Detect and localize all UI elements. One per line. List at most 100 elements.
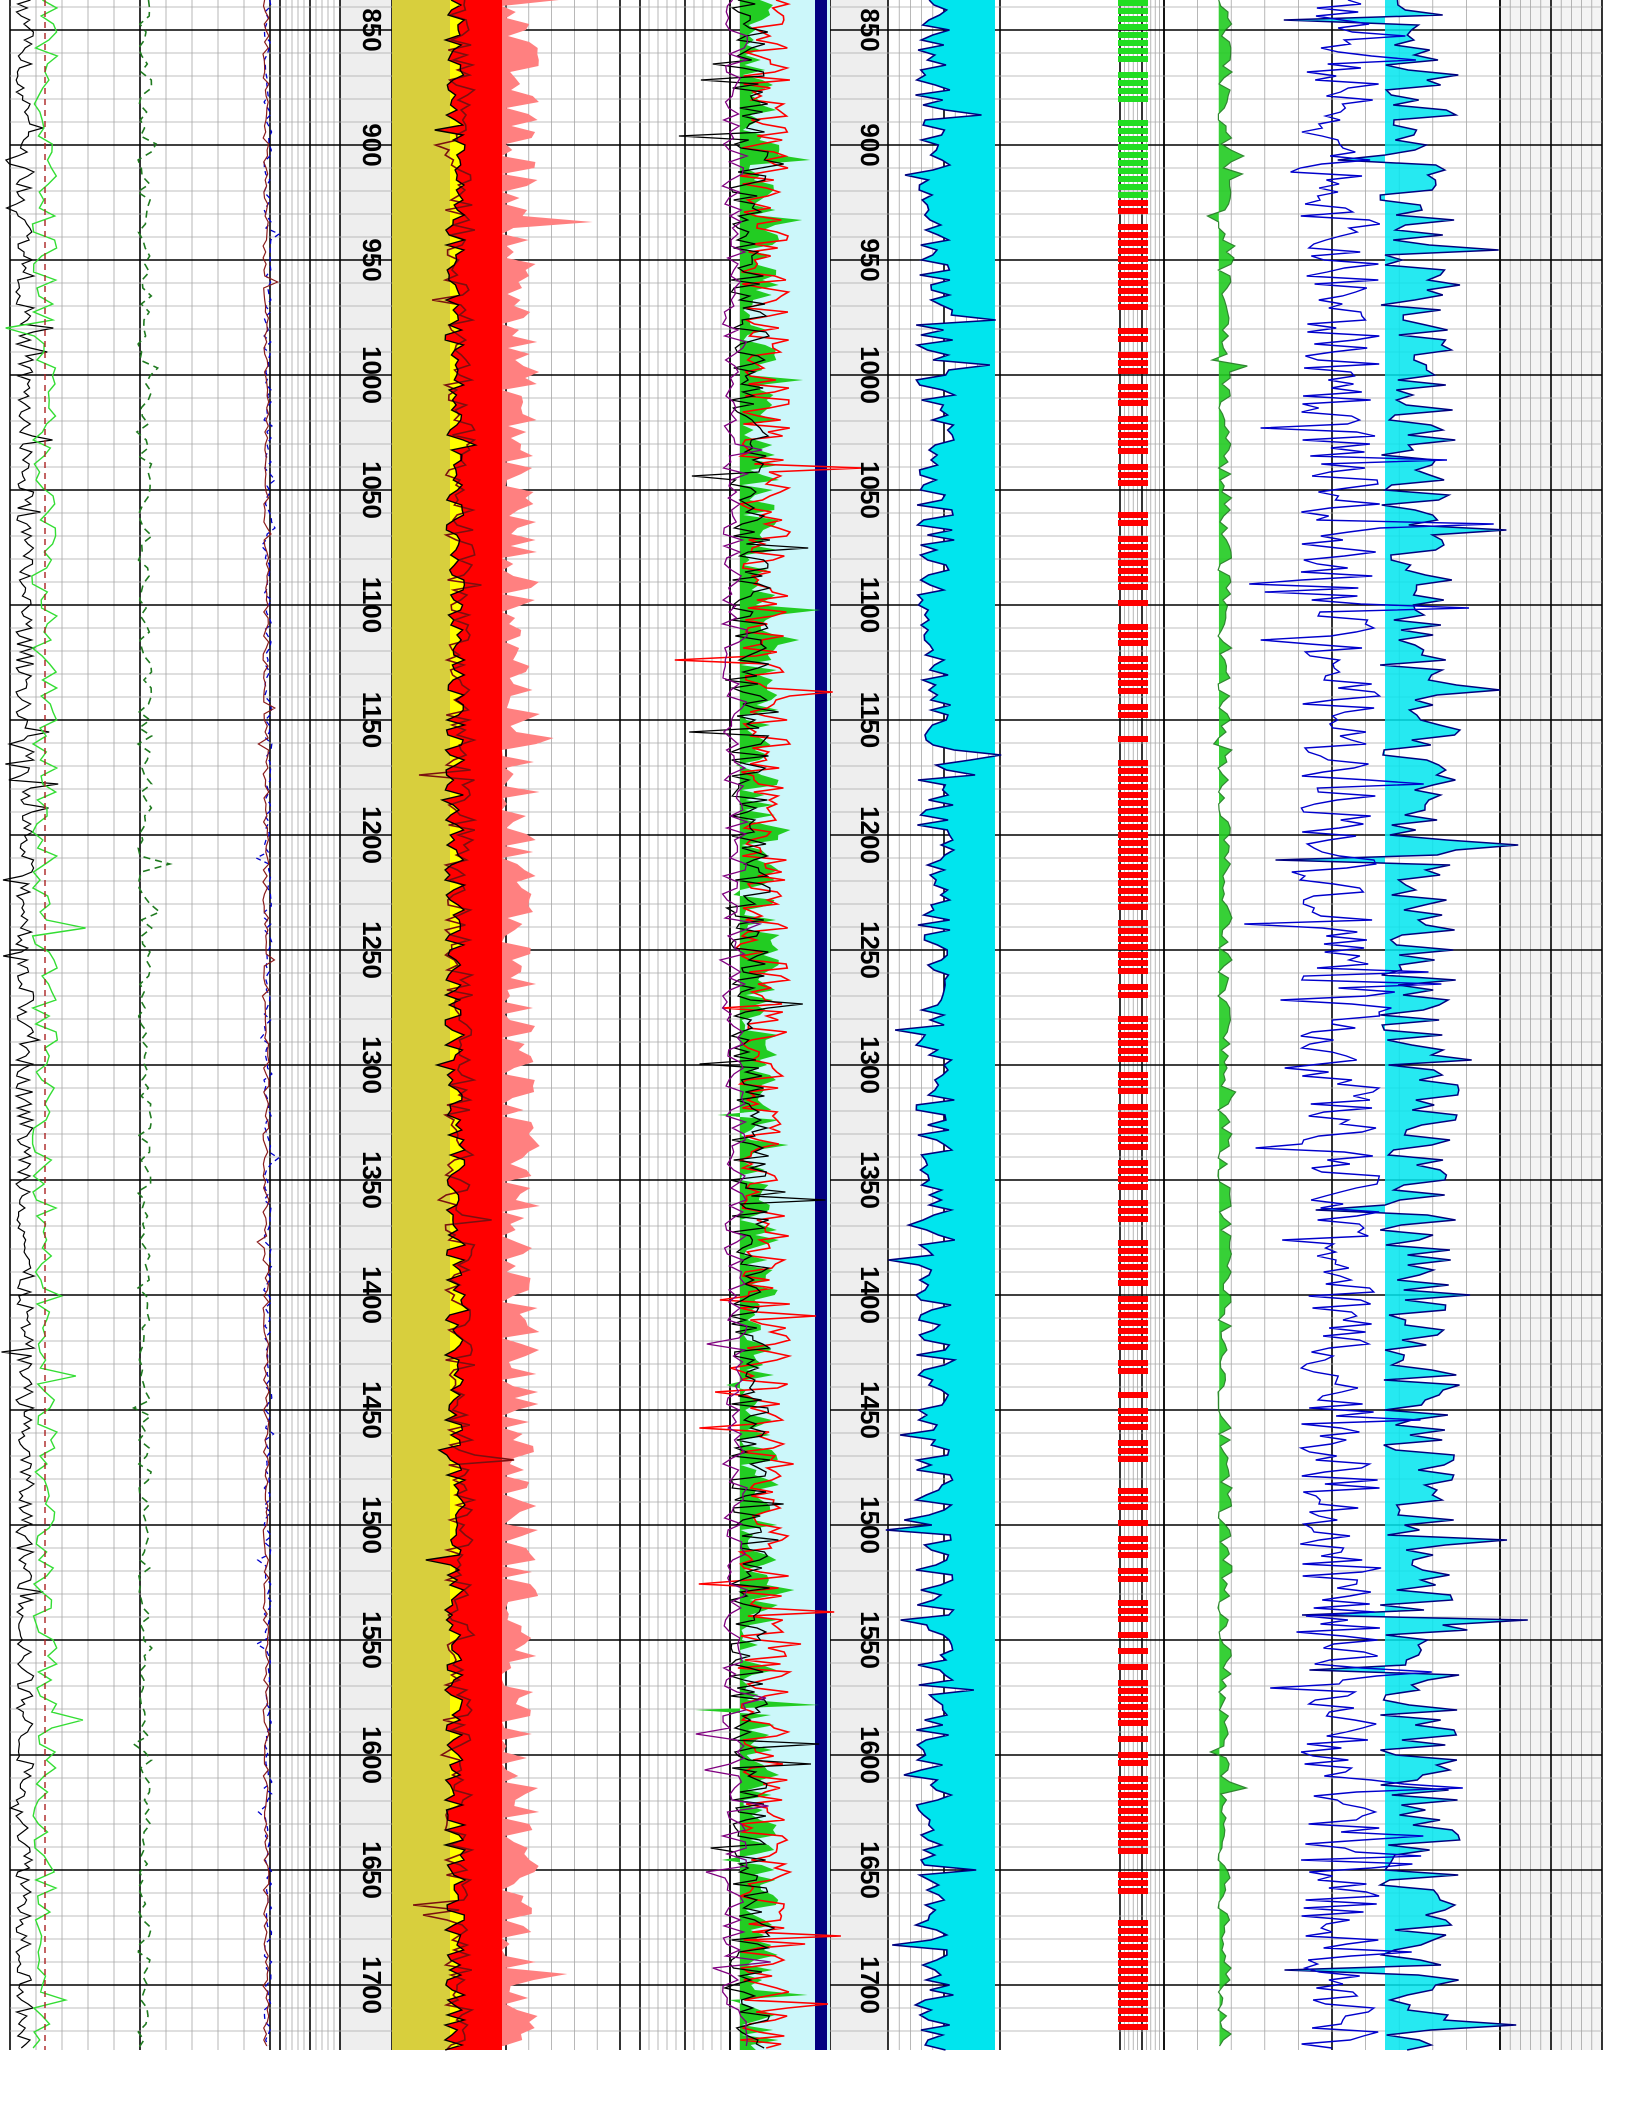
pay-flag [1118, 832, 1148, 838]
pay-flag [1118, 800, 1148, 806]
pay-flag [1118, 160, 1148, 166]
pay-flag [1118, 808, 1148, 814]
pay-flag [1118, 248, 1148, 254]
pay-flag [1118, 40, 1148, 46]
sw-red-curve [674, 0, 863, 2049]
pay-flag [1118, 1168, 1148, 1174]
pay-flag [1118, 24, 1148, 30]
caliper-curve [5, 0, 86, 2049]
sw-black-curve [678, 0, 826, 2049]
pay-flag [1118, 1664, 1148, 1670]
pay-flag [1118, 1544, 1148, 1550]
porosity-purple-curve [695, 0, 771, 2047]
saturation-navy-curve [1275, 0, 1528, 2051]
porosity-fill [502, 0, 593, 2046]
pay-flag [1118, 88, 1148, 94]
depth-column-2-tick-label: 850 [855, 8, 885, 51]
pay-flag [1118, 544, 1148, 550]
depth-column-1-tick-label: 1400 [357, 1266, 387, 1324]
pay-flag [1118, 464, 1148, 470]
depth-column-1-tick-label: 1200 [357, 806, 387, 864]
pay-flag [1118, 272, 1148, 278]
pay-flag [1118, 1696, 1148, 1702]
pay-flag [1118, 1120, 1148, 1126]
pay-flag [1118, 336, 1148, 342]
pay-flag [1118, 2016, 1148, 2022]
pay-flag [1118, 840, 1148, 846]
pay-flag [1118, 904, 1148, 910]
pay-flag [1118, 1752, 1148, 1758]
pay-flag [1118, 888, 1148, 894]
depth-column-2-tick-label: 1350 [855, 1151, 885, 1209]
pay-flag [1118, 1816, 1148, 1822]
pay-flag [1118, 584, 1148, 590]
depth-column-1-tick-label: 1650 [357, 1841, 387, 1899]
pay-flag [1118, 1504, 1148, 1510]
pay-flag [1118, 136, 1148, 142]
depth-column-1-tick-label: 1100 [357, 577, 387, 633]
pay-flag [1118, 432, 1148, 438]
depth-column-2-tick-label: 1700 [855, 1956, 885, 2014]
pay-flag [1118, 360, 1148, 366]
pay-flag [1118, 952, 1148, 958]
pay-flag [1118, 56, 1148, 62]
pay-flag [1118, 920, 1148, 926]
pay-flag [1118, 1424, 1148, 1430]
depth-column-2-tick-label: 1250 [855, 921, 885, 979]
depth-column-1-tick-label: 950 [357, 238, 387, 281]
depth-column-2-tick-label: 1500 [855, 1496, 885, 1554]
pay-flag [1118, 1936, 1148, 1942]
pay-flag [1118, 1944, 1148, 1950]
pay-flag [1118, 1832, 1148, 1838]
pay-flag [1118, 1968, 1148, 1974]
pay-flag [1118, 184, 1148, 190]
pay-flag [1118, 280, 1148, 286]
pay-flag [1118, 944, 1148, 950]
shale-fill [392, 0, 450, 2050]
pay-flag [1118, 1336, 1148, 1342]
pay-flag [1118, 1496, 1148, 1502]
pay-flag [1118, 1080, 1148, 1086]
pay-flag [1118, 240, 1148, 246]
pay-flag [1118, 1032, 1148, 1038]
pay-flag [1118, 736, 1148, 742]
depth-column-1-tick-label: 1350 [357, 1151, 387, 1209]
pay-flag [1118, 2008, 1148, 2014]
pay-flag [1118, 712, 1148, 718]
pay-flag [1118, 1848, 1148, 1854]
pay-flag [1118, 1600, 1148, 1606]
depth-column-1-tick-label: 1050 [357, 461, 387, 519]
pay-flag [1118, 144, 1148, 150]
pay-flag [1118, 1184, 1148, 1190]
pay-flag [1118, 1408, 1148, 1414]
pay-flag [1118, 704, 1148, 710]
pay-flag [1118, 1248, 1148, 1254]
shale-volume-curve [413, 0, 515, 2051]
pay-flag [1118, 1712, 1148, 1718]
depth-column-2-tick-label: 1300 [855, 1036, 885, 1094]
pay-flag [1118, 656, 1148, 662]
pay-flag [1118, 288, 1148, 294]
neutron-curve [256, 0, 280, 2047]
bulk-volume-bar [815, 0, 827, 2050]
pay-flag [1118, 1104, 1148, 1110]
depth-column-2-tick-label: 1000 [855, 346, 885, 404]
pay-flag [1118, 1704, 1148, 1710]
pay-flag [1118, 1088, 1148, 1094]
pay-flag [1118, 128, 1148, 134]
depth-column-1-tick-label: 1450 [357, 1381, 387, 1439]
pay-flag [1118, 1328, 1148, 1334]
depth-column-2-tick-label: 1200 [855, 806, 885, 864]
pay-flag [1118, 1616, 1148, 1622]
depth-column-2-background [830, 0, 888, 2050]
pay-flag [1118, 1456, 1148, 1462]
pay-flag [1118, 232, 1148, 238]
pay-flag [1118, 472, 1148, 478]
pay-flag [1118, 536, 1148, 542]
pay-flag [1118, 1984, 1148, 1990]
pay-flag [1118, 968, 1148, 974]
resistivity-curve [131, 0, 173, 2049]
pay-flag [1118, 1880, 1148, 1886]
pay-flag [1118, 1552, 1148, 1558]
depth-column-1-tick-label: 850 [357, 8, 387, 51]
